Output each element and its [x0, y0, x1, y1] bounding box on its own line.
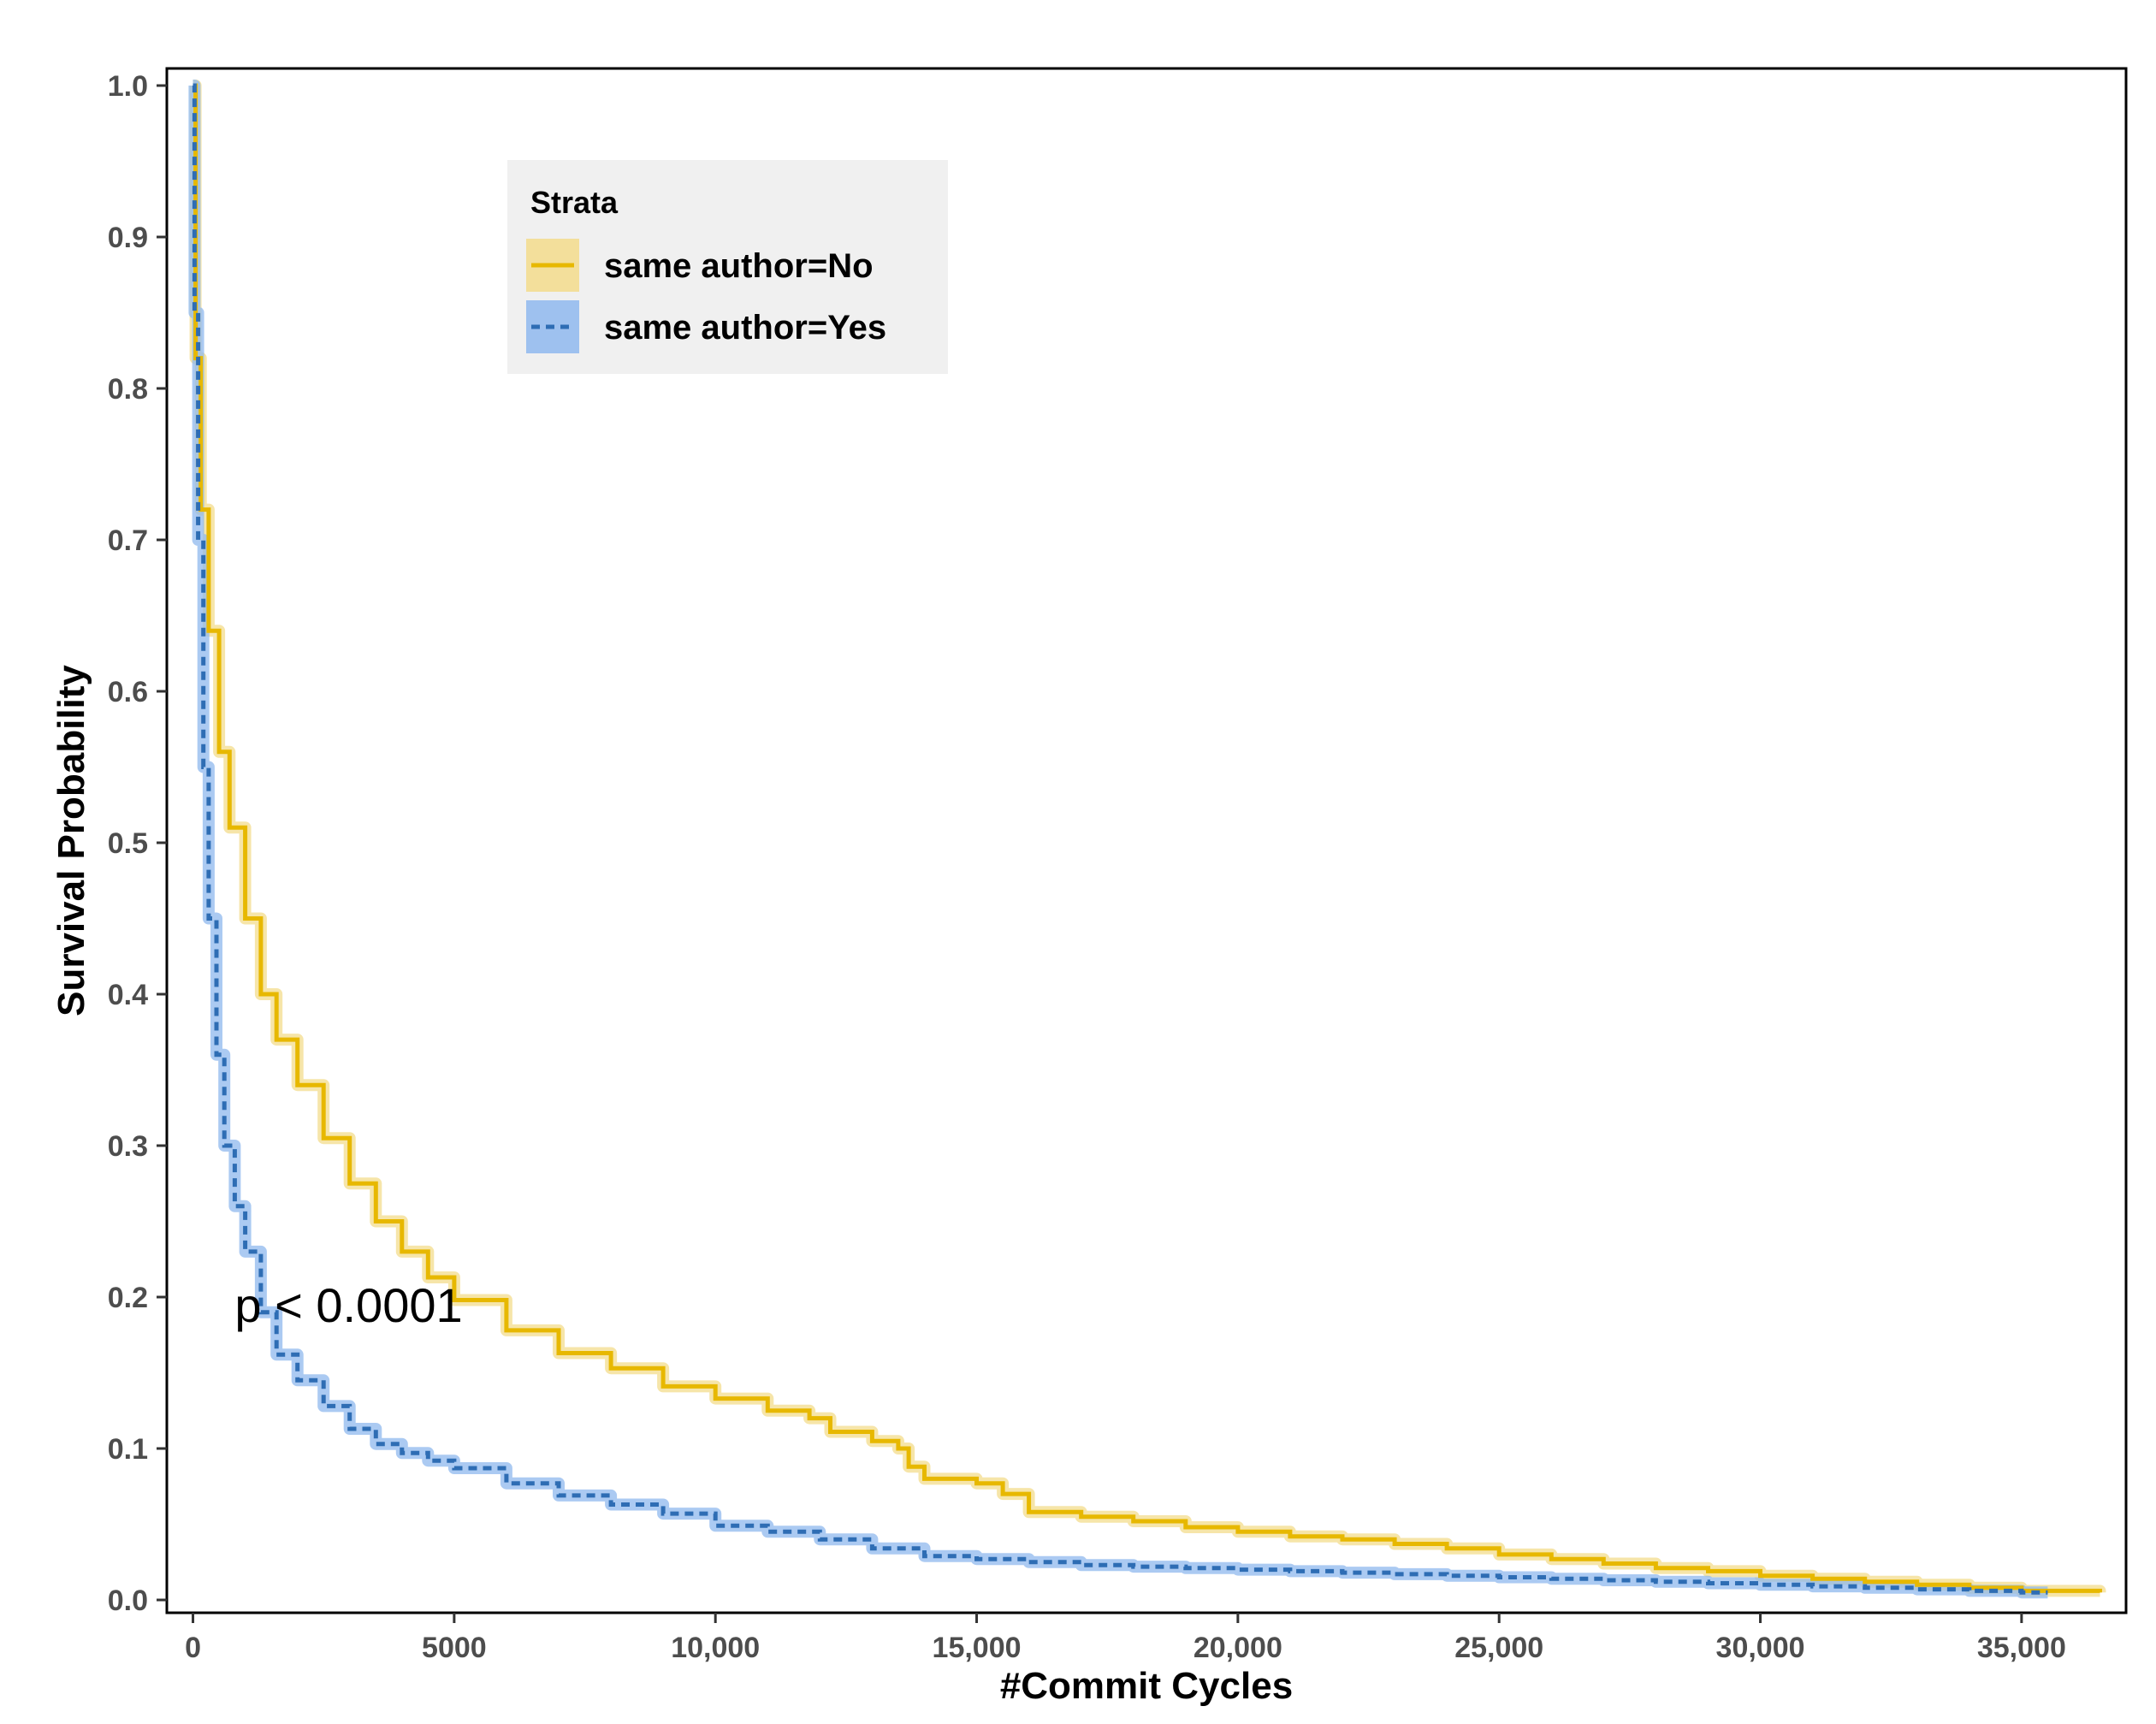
y-tick-label: 0.7: [108, 524, 148, 557]
series-line-yes: [192, 83, 2048, 1595]
legend-label-yes: same author=Yes: [604, 309, 886, 347]
x-tick-label: 15,000: [933, 1632, 1022, 1664]
x-tick-label: 25,000: [1454, 1632, 1543, 1664]
y-tick-label: 0.9: [108, 222, 148, 254]
legend-background: [507, 160, 948, 374]
x-axis: 0 5000 10,000 15,000 20,000 25,000 30,000 35,00…: [185, 1613, 2066, 1664]
y-tick-label: 0.0: [108, 1585, 148, 1617]
y-axis: 0.0 0.1 0.2 0.3 0.4 0.5 0.6 0.7 0.8 0.9 1.0: [108, 70, 167, 1617]
x-tick-label: 10,000: [671, 1632, 760, 1664]
p-value-annotation: p < 0.0001: [234, 1278, 462, 1332]
plot-panel-border: [165, 67, 2128, 1614]
y-axis-title: Survival Probability: [50, 665, 92, 1016]
y-tick-label: 1.0: [108, 70, 148, 103]
x-axis-title: #Commit Cycles: [1000, 1665, 1293, 1707]
legend-title: Strata: [530, 185, 619, 220]
x-tick-label: 20,000: [1194, 1632, 1282, 1664]
legend-label-no: same author=No: [604, 247, 874, 285]
x-tick-label: 5000: [422, 1632, 487, 1664]
y-tick-label: 0.5: [108, 827, 148, 860]
y-tick-label: 0.8: [108, 373, 148, 406]
y-tick-label: 0.2: [108, 1282, 148, 1314]
survival-curves: [192, 83, 2102, 1595]
y-tick-label: 0.1: [108, 1433, 148, 1466]
y-tick-label: 0.6: [108, 676, 148, 708]
legend: Strata same author=No same author=Yes: [507, 160, 948, 374]
legend-items: same author=No same author=Yes: [526, 239, 886, 353]
x-tick-label: 35,000: [1977, 1632, 2066, 1664]
y-tick-label: 0.3: [108, 1130, 148, 1163]
series-line-no: [192, 83, 2102, 1593]
x-tick-label: 30,000: [1716, 1632, 1805, 1664]
x-tick-label: 0: [185, 1632, 201, 1664]
y-tick-label: 0.4: [108, 979, 148, 1011]
